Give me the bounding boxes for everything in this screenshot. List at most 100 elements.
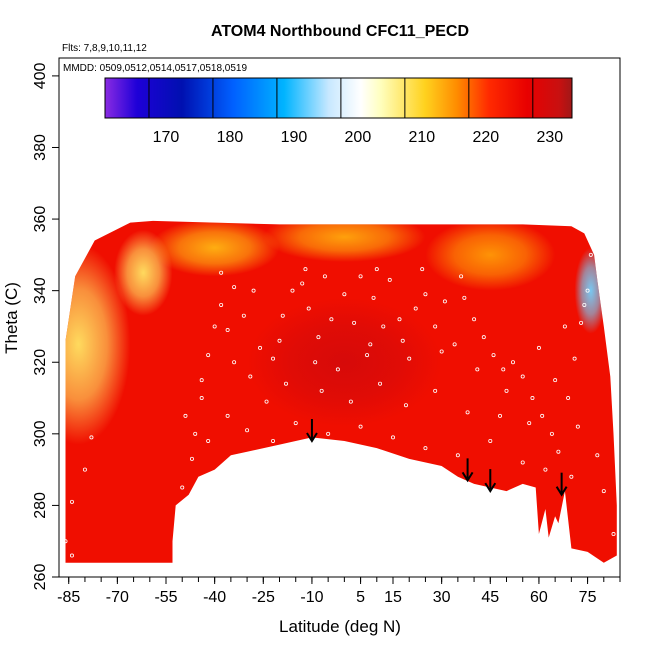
sample-point	[232, 285, 237, 290]
sample-point	[498, 413, 503, 418]
sample-point	[374, 267, 379, 272]
sample-point	[290, 288, 295, 293]
colorbar-tick-label: 230	[536, 129, 563, 146]
sample-point	[423, 446, 428, 451]
sample-point	[89, 435, 94, 440]
x-tick-label: -40	[203, 589, 226, 606]
sample-point	[251, 288, 256, 293]
field	[65, 220, 617, 563]
sample-point	[378, 381, 383, 386]
sample-point	[585, 288, 590, 293]
flights-annotation: Flts: 7,8,9,10,11,12	[62, 43, 147, 54]
sample-point	[280, 313, 285, 318]
sample-point	[433, 324, 438, 329]
sample-point	[562, 324, 567, 329]
sample-point	[510, 360, 515, 365]
sample-point	[193, 431, 198, 436]
arrow-marker	[306, 418, 318, 443]
sample-point	[358, 424, 363, 429]
sample-point	[258, 345, 263, 350]
x-tick-label: 75	[579, 589, 597, 606]
field-blob	[247, 297, 442, 427]
sample-point	[212, 324, 217, 329]
sample-point	[407, 356, 412, 361]
sample-point	[611, 532, 616, 537]
sample-point	[303, 267, 308, 272]
sample-point	[206, 353, 211, 358]
sample-point	[316, 335, 321, 340]
sample-point	[491, 353, 496, 358]
sample-point	[420, 267, 425, 272]
sample-point	[397, 317, 402, 322]
sample-point	[219, 302, 224, 307]
sample-point	[199, 378, 204, 383]
sample-point	[592, 234, 597, 239]
sample-point	[488, 438, 493, 443]
sample-point	[579, 320, 584, 325]
x-tick-label: 60	[530, 589, 548, 606]
sample-point	[335, 367, 340, 372]
arrow-marker	[484, 469, 497, 493]
sample-point	[472, 317, 477, 322]
y-tick-label: 340	[32, 277, 49, 304]
sample-point	[322, 274, 327, 279]
colorbar-tick-label: 210	[409, 129, 436, 146]
sample-point	[459, 274, 464, 279]
sample-point	[342, 292, 347, 297]
sample-point	[319, 388, 324, 393]
sample-point	[225, 328, 230, 333]
sample-points	[63, 234, 616, 558]
x-tick-label: -85	[57, 589, 80, 606]
sample-point	[433, 388, 438, 393]
sample-point	[481, 335, 486, 340]
colorbar-tick-label: 170	[153, 129, 180, 146]
dates-annotation: MMDD: 0509,0512,0514,0517,0518,0519	[63, 63, 247, 74]
y-tick-label: 320	[32, 349, 49, 376]
sample-point	[313, 360, 318, 365]
sample-point	[582, 302, 587, 307]
arrow-marker	[461, 458, 474, 483]
sample-point	[439, 349, 444, 354]
colorbar-tick-label: 180	[217, 129, 244, 146]
sample-point	[329, 317, 334, 322]
sample-point	[527, 421, 532, 426]
sample-point	[69, 553, 74, 558]
sample-point	[219, 270, 224, 275]
sample-point	[277, 338, 282, 343]
sample-point	[540, 413, 545, 418]
sample-point	[536, 345, 541, 350]
y-axis-label: Theta (C)	[2, 282, 21, 354]
sample-point	[595, 453, 600, 458]
sample-point	[365, 353, 370, 358]
sample-point	[206, 438, 211, 443]
x-axis-label: Latitude (deg N)	[279, 617, 401, 636]
field-blob	[65, 244, 131, 445]
sample-point	[180, 485, 185, 490]
x-tick-label: -25	[252, 589, 275, 606]
sample-point	[358, 274, 363, 279]
sample-point	[63, 539, 68, 544]
sample-point	[82, 467, 87, 472]
x-tick-label: 45	[481, 589, 499, 606]
field-blob	[574, 247, 608, 334]
sample-point	[271, 438, 276, 443]
sample-point	[348, 399, 353, 404]
sample-point	[271, 356, 276, 361]
x-tick-label: 5	[356, 589, 365, 606]
y-tick-label: 260	[32, 564, 49, 591]
sample-point	[501, 367, 506, 372]
sample-point	[306, 306, 311, 311]
field-blob	[149, 220, 280, 277]
sample-point	[413, 306, 418, 311]
colorbar-tick-label: 220	[472, 129, 499, 146]
sample-point	[601, 489, 606, 494]
sample-point	[442, 299, 447, 304]
sample-point	[400, 338, 405, 343]
sample-point	[293, 421, 298, 426]
colorbar-bar	[104, 77, 573, 119]
x-axis: -85 -70 -55 -40 -25 -10 5 15 30 45 60 75	[57, 577, 621, 606]
sample-point	[381, 324, 386, 329]
sample-point	[387, 277, 392, 282]
sample-point	[403, 403, 408, 408]
